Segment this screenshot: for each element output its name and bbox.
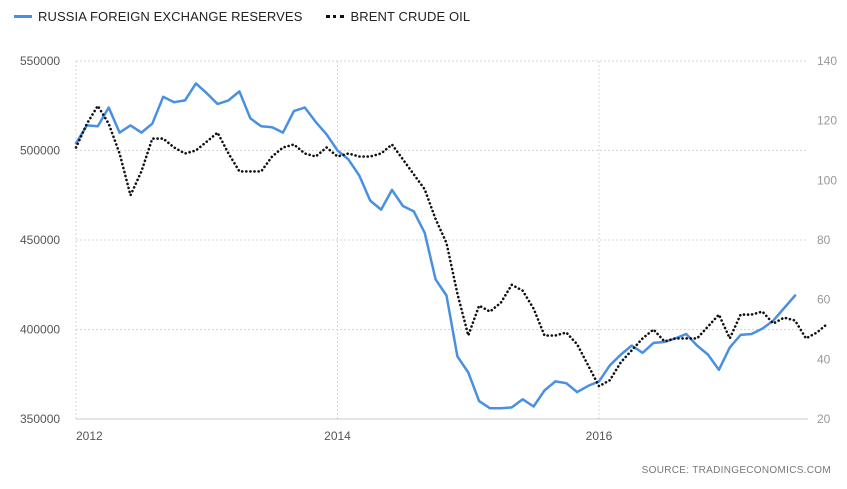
y-left-tick-label: 350000 (20, 412, 60, 426)
y-left-tick-label: 450000 (20, 233, 60, 247)
legend-item-russia-reserves[interactable]: RUSSIA FOREIGN EXCHANGE RESERVES (14, 9, 302, 24)
series-line-brent-crude (74, 104, 830, 388)
y-right-tick-label: 140 (817, 54, 837, 68)
y-right-tick-label: 20 (817, 412, 831, 426)
y-right-tick-label: 100 (817, 173, 837, 187)
y-right-tick-label: 120 (817, 114, 837, 128)
y-left-tick-label: 550000 (20, 54, 60, 68)
series-line-russia-reserves (74, 82, 797, 410)
y-right-tick-label: 40 (817, 352, 831, 366)
legend-swatch-dotted-line (326, 15, 345, 18)
source-credit: SOURCE: TRADINGECONOMICS.COM (641, 465, 831, 476)
y-left-tick-label: 400000 (20, 323, 60, 337)
x-tick-label: 2012 (76, 429, 103, 443)
legend-swatch-solid-line (14, 15, 32, 18)
y-left-tick-label: 500000 (20, 144, 60, 158)
legend-label-russia-reserves: RUSSIA FOREIGN EXCHANGE RESERVES (38, 9, 303, 24)
chart-legend: RUSSIA FOREIGN EXCHANGE RESERVES BRENT C… (14, 9, 494, 24)
x-tick-label: 2014 (324, 429, 351, 443)
legend-item-brent-crude[interactable]: BRENT CRUDE OIL (326, 9, 470, 24)
x-tick-label: 2016 (586, 429, 613, 443)
legend-label-brent-crude: BRENT CRUDE OIL (350, 9, 471, 24)
y-right-tick-label: 80 (817, 233, 831, 247)
y-right-tick-label: 60 (817, 293, 831, 307)
